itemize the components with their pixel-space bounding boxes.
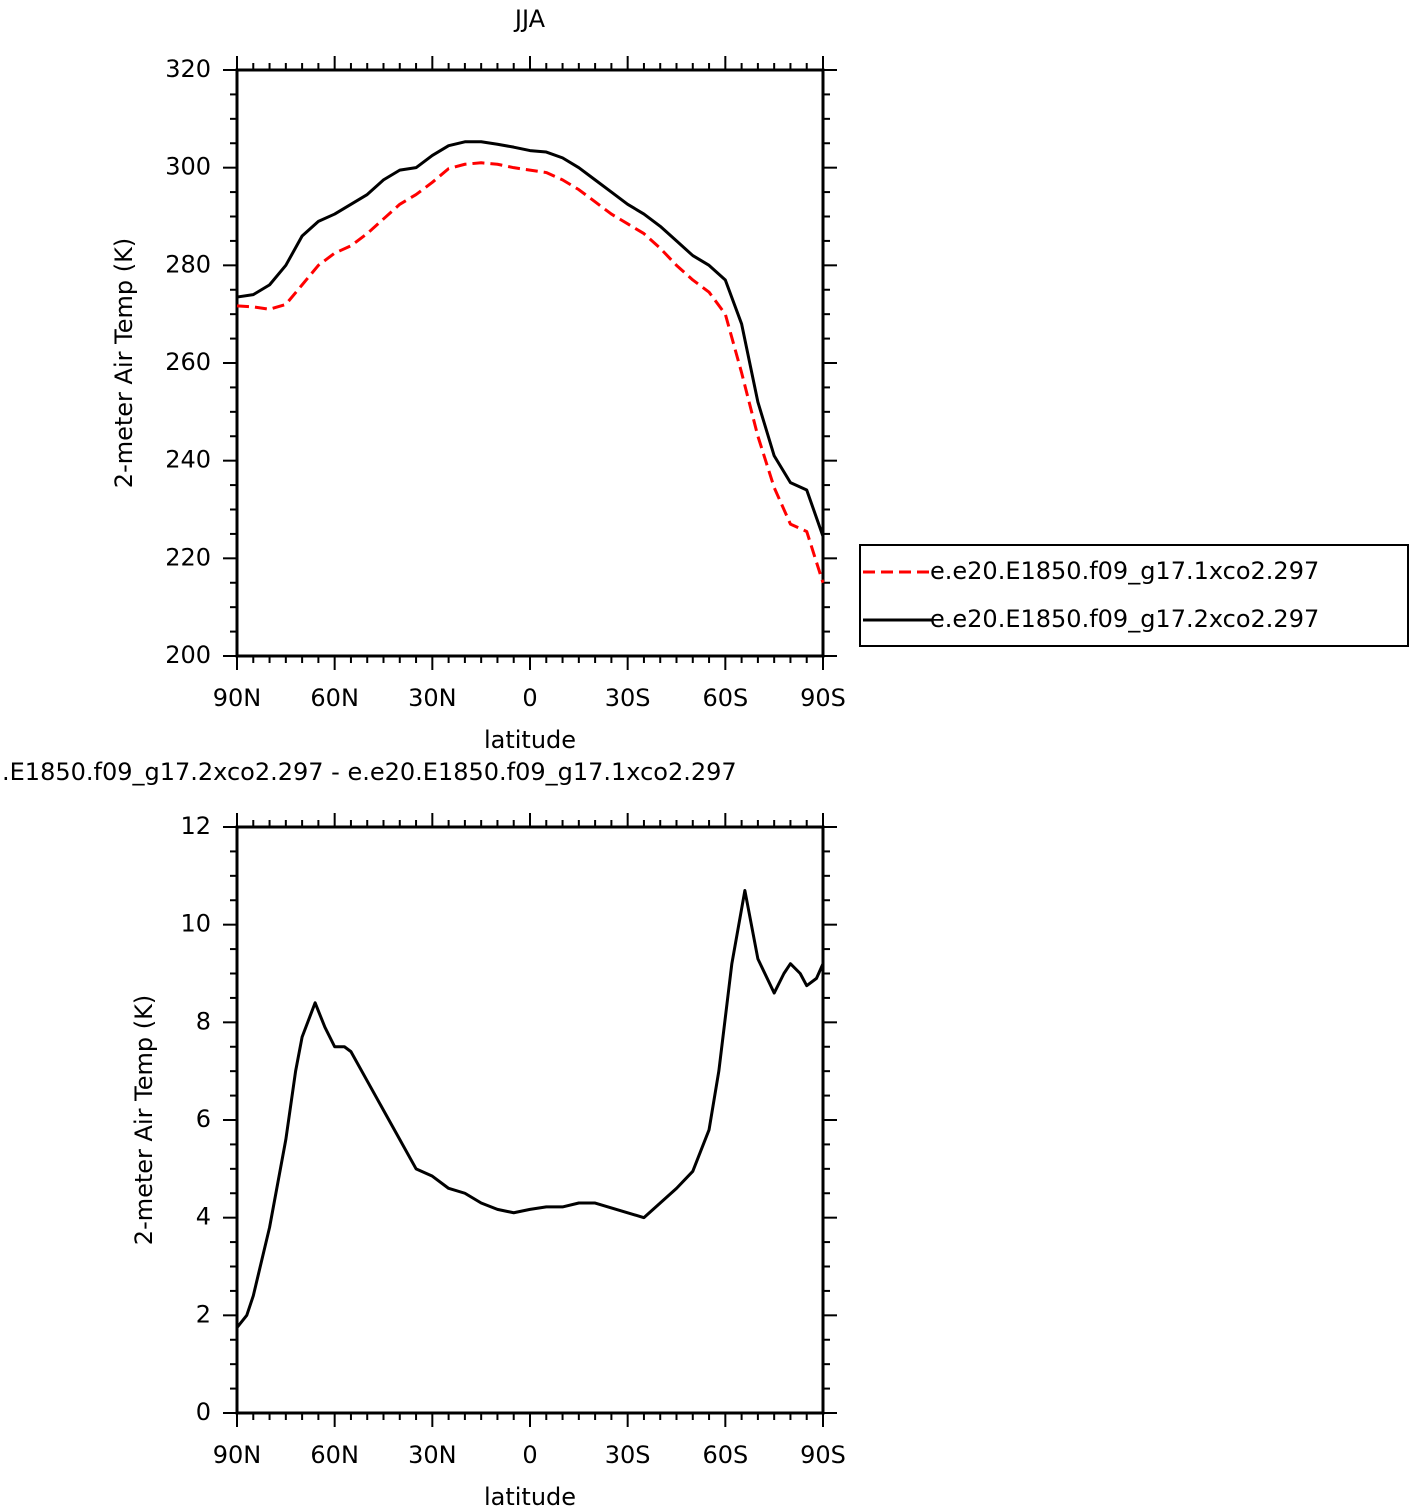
y-tick-label: 4 (196, 1203, 211, 1231)
x-tick-label: 60N (310, 684, 359, 712)
x-tick-label: 30S (605, 1441, 651, 1469)
y-tick-label: 2 (196, 1300, 211, 1328)
y-axis-label: 2-meter Air Temp (K) (110, 238, 138, 488)
data-line (235, 888, 825, 1329)
legend-box (859, 544, 1409, 647)
x-tick-label: 90N (213, 684, 262, 712)
x-axis-label: latitude (484, 726, 576, 754)
y-tick-label: 200 (165, 641, 211, 669)
x-axis-label: latitude (484, 1483, 576, 1511)
y-axis-label: 2-meter Air Temp (K) (130, 995, 158, 1245)
plot-frame (235, 825, 825, 1415)
plot-frame (235, 68, 825, 658)
y-tick-label: 280 (165, 250, 211, 278)
y-tick-label: 260 (165, 348, 211, 376)
x-tick-label: 0 (522, 1441, 537, 1469)
x-tick-label: 30S (605, 684, 651, 712)
chart-title: .E1850.f09_g17.2xco2.297 - e.e20.E1850.f… (2, 758, 737, 786)
data-line (236, 161, 825, 584)
data-line (236, 140, 825, 537)
x-tick-label: 90S (800, 1441, 846, 1469)
y-tick-label: 10 (180, 910, 211, 938)
x-tick-label: 30N (408, 684, 457, 712)
legend-label: e.e20.E1850.f09_g17.2xco2.297 (930, 605, 1319, 633)
chart-title: JJA (513, 5, 546, 33)
y-tick-label: 0 (196, 1398, 211, 1426)
y-tick-label: 6 (196, 1105, 211, 1133)
y-tick-label: 300 (165, 153, 211, 181)
x-tick-label: 90S (800, 684, 846, 712)
y-tick-label: 320 (165, 55, 211, 83)
y-tick-label: 8 (196, 1007, 211, 1035)
y-tick-label: 240 (165, 446, 211, 474)
x-tick-label: 30N (408, 1441, 457, 1469)
x-tick-label: 60N (310, 1441, 359, 1469)
y-tick-label: 12 (180, 812, 211, 840)
x-tick-label: 60S (702, 684, 748, 712)
x-tick-label: 0 (522, 684, 537, 712)
x-tick-label: 60S (702, 1441, 748, 1469)
legend-label: e.e20.E1850.f09_g17.1xco2.297 (930, 557, 1319, 585)
x-tick-label: 90N (213, 1441, 262, 1469)
y-tick-label: 220 (165, 543, 211, 571)
